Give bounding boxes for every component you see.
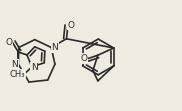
Text: N: N (31, 62, 37, 71)
Text: N: N (11, 60, 18, 69)
Text: N: N (52, 43, 58, 52)
Text: CH₃: CH₃ (9, 70, 25, 79)
Text: O: O (81, 54, 88, 63)
Text: O: O (6, 38, 13, 47)
Text: O: O (68, 21, 75, 30)
